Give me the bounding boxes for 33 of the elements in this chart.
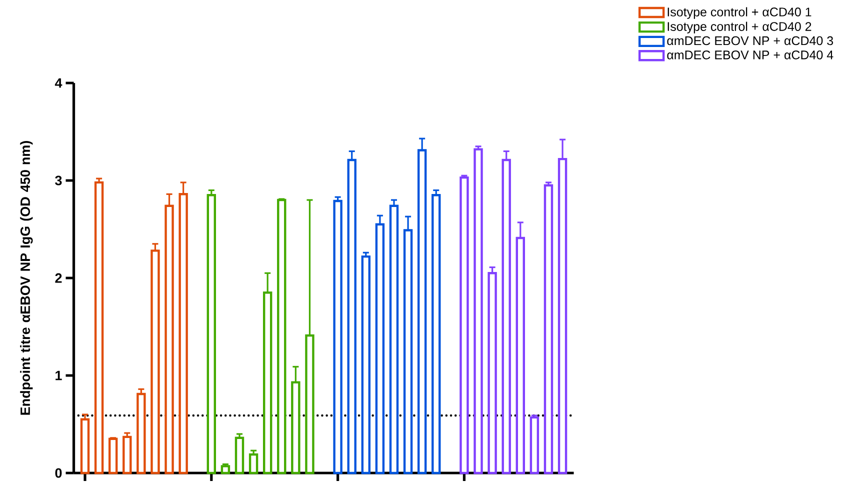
bar — [333, 200, 342, 474]
bar — [488, 272, 497, 474]
bar — [248, 453, 258, 474]
y-tick-label: 4 — [54, 78, 62, 88]
bar — [544, 184, 554, 474]
bar — [136, 392, 146, 474]
bar — [80, 418, 90, 474]
bar — [474, 148, 483, 474]
legend-label: αmDEC EBOV NP + αCD40 3 — [667, 36, 834, 46]
bar — [108, 438, 118, 474]
y-tick-label: 3 — [55, 176, 62, 186]
bar — [234, 436, 244, 474]
y-axis-title: Endpoint titre αEBOV NP IgG (OD 450 nm) — [20, 141, 33, 415]
legend-label: Isotype control + αCD40 1 — [668, 7, 812, 19]
y-tick-label: 0 — [55, 468, 62, 478]
legend-label: Isotype control + αCD40 2 — [668, 22, 812, 34]
bar — [516, 236, 525, 474]
bar — [389, 204, 399, 474]
bar — [460, 176, 469, 474]
bar — [530, 416, 540, 474]
bar — [432, 194, 441, 474]
bar — [502, 158, 511, 474]
bar — [277, 198, 286, 474]
bar — [558, 158, 568, 474]
bar — [347, 158, 356, 474]
bar — [122, 436, 132, 474]
legend-label: αmDEC EBOV NP + αCD40 4 — [667, 50, 834, 60]
y-tick-label: 2 — [55, 273, 62, 283]
bar — [94, 181, 104, 474]
bar — [361, 255, 370, 474]
y-tick-label: 1 — [56, 370, 62, 380]
bar — [305, 334, 314, 474]
bar — [206, 194, 216, 474]
